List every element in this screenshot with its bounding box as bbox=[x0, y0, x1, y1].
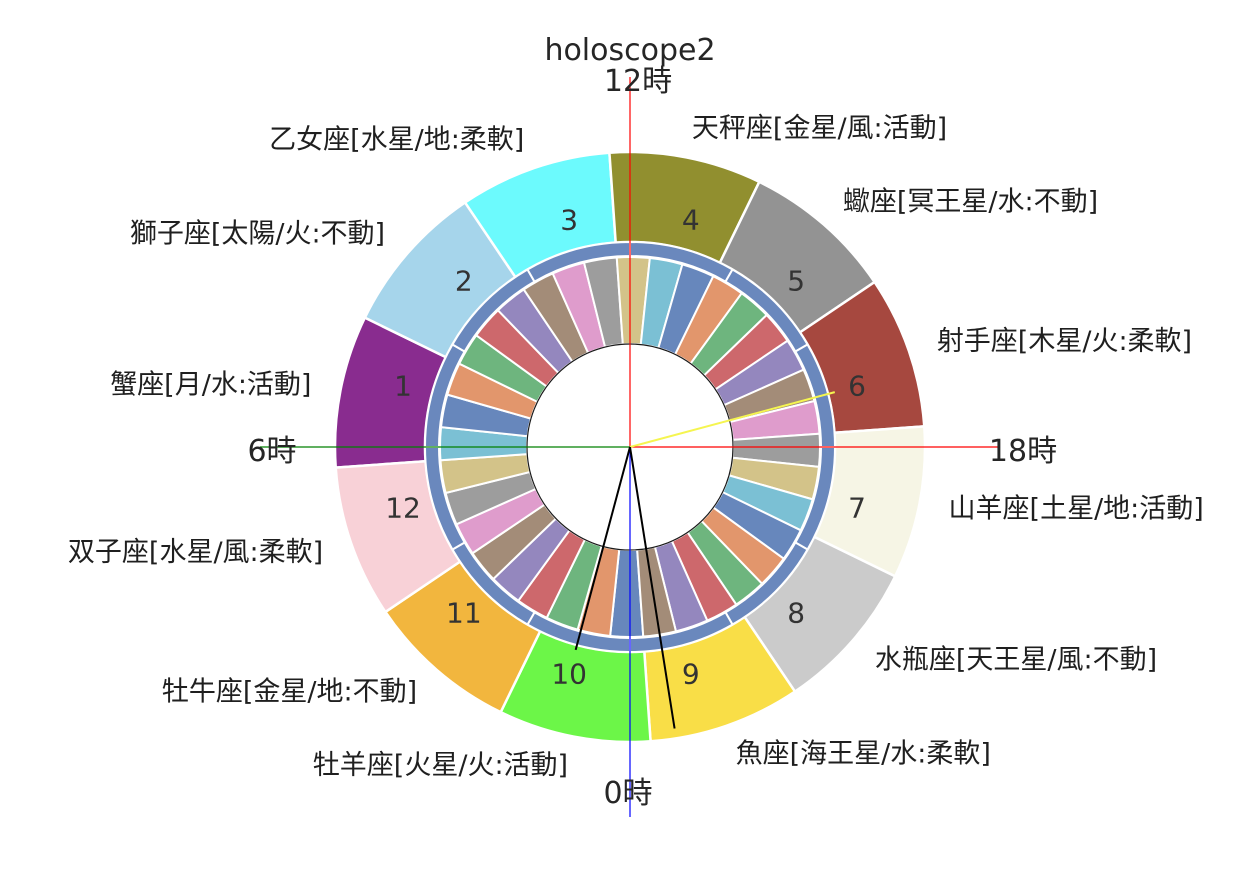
outer-wedge-number-6: 6 bbox=[848, 370, 866, 403]
outer-wedge-label-10: 牡羊座[火星/火:活動] bbox=[313, 750, 568, 781]
outer-wedge-number-12: 12 bbox=[385, 491, 421, 524]
hand-1 bbox=[629, 391, 836, 448]
dial-label-6h: 6時 bbox=[247, 434, 296, 469]
outer-wedge-number-11: 11 bbox=[446, 597, 482, 630]
chart-title: holoscope2 bbox=[544, 33, 715, 68]
outer-wedge-number-8: 8 bbox=[787, 597, 805, 630]
hands bbox=[574, 391, 836, 729]
inner-ring bbox=[439, 256, 821, 638]
outer-wedge-number-9: 9 bbox=[682, 657, 700, 690]
dial-lines bbox=[260, 77, 1000, 817]
outer-wedge-number-1: 1 bbox=[394, 370, 412, 403]
outer-wedge-label-8: 水瓶座[天王星/風:不動] bbox=[875, 644, 1157, 675]
outer-wedge-number-5: 5 bbox=[787, 264, 805, 297]
outer-ring bbox=[333, 150, 927, 744]
outer-wedge-label-2: 獅子座[太陽/火:不動] bbox=[130, 219, 385, 250]
outer-wedge-label-12: 双子座[水星/風:柔軟] bbox=[68, 537, 323, 568]
outer-wedge-label-9: 魚座[海王星/水:柔軟] bbox=[736, 738, 991, 769]
outer-wedge-label-6: 射手座[木星/火:柔軟] bbox=[937, 326, 1192, 357]
outer-wedge-label-3: 乙女座[水星/地:柔軟] bbox=[269, 125, 524, 156]
dial-label-12h: 12時 bbox=[604, 64, 672, 99]
outer-wedge-label-7: 山羊座[土星/地:活動] bbox=[949, 493, 1204, 524]
outer-wedge-number-2: 2 bbox=[455, 264, 473, 297]
dial-labels: 12時 18時 0時 6時 bbox=[247, 64, 1057, 811]
wedge-labels: 蟹座[月/水:活動] 獅子座[太陽/火:不動] 乙女座[水星/地:柔軟] 天秤座[金星… bbox=[68, 113, 1204, 781]
outer-wedge-label-1: 蟹座[月/水:活動] bbox=[110, 370, 311, 401]
outer-wedge-label-11: 牡牛座[金星/地:不動] bbox=[162, 676, 417, 707]
outer-wedge-label-4: 天秤座[金星/風:活動] bbox=[692, 113, 947, 144]
outer-wedge-number-10: 10 bbox=[551, 657, 587, 690]
dial-label-0h: 0時 bbox=[603, 776, 652, 811]
outer-wedge-number-7: 7 bbox=[848, 491, 866, 524]
hand-2 bbox=[574, 446, 631, 651]
hand-3 bbox=[629, 446, 676, 729]
outer-wedge-number-3: 3 bbox=[560, 204, 578, 237]
outer-wedge-label-5: 蠍座[冥王星/水:不動] bbox=[843, 187, 1098, 218]
outer-wedge-number-4: 4 bbox=[682, 204, 700, 237]
dial-label-18h: 18時 bbox=[989, 434, 1057, 469]
